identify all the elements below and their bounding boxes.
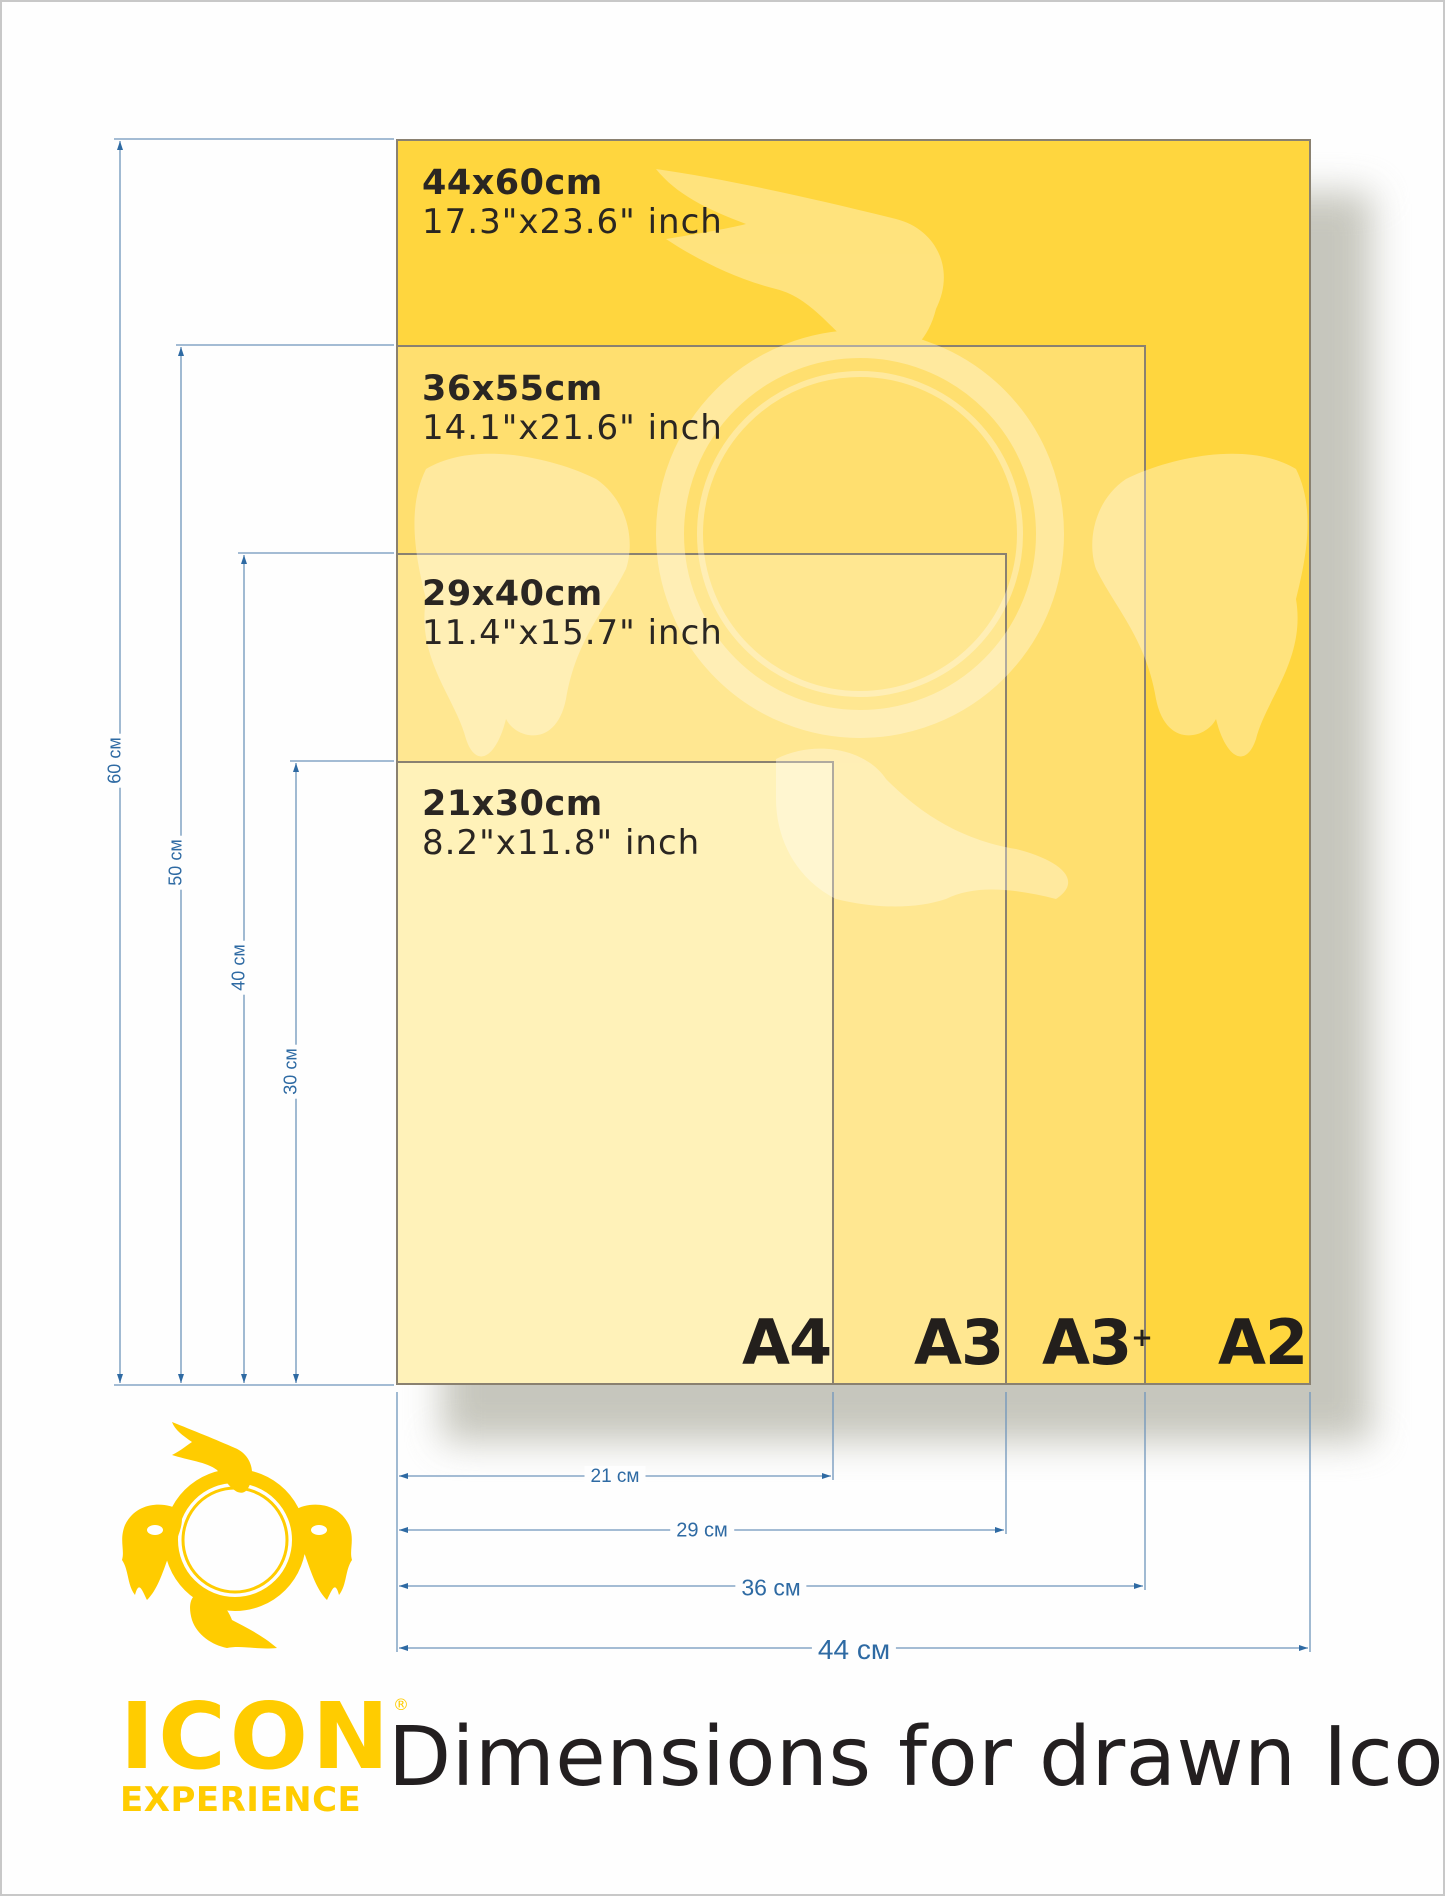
sheet-a4 [396, 761, 834, 1385]
page-title: Dimensions for drawn Icons [388, 1710, 1445, 1805]
a2-size-inch: 17.3"x23.6" inch [422, 202, 723, 242]
width-dim-29: 29 см [670, 1519, 734, 1543]
width-dim-36: 36 см [735, 1574, 807, 1602]
brand-sub: EXPERIENCE [120, 1780, 362, 1820]
watermark-logo-icon [414, 169, 1308, 907]
format-a3: A3 [914, 1306, 1004, 1379]
a3plus-size-inch: 14.1"x21.6" inch [422, 408, 723, 448]
a2-size-cm: 44x60cm [422, 163, 603, 203]
format-a3plus: A3+ [1042, 1306, 1153, 1379]
icon-experience-logo-icon [122, 1422, 352, 1649]
height-dim-30: 30 см [280, 1044, 302, 1099]
brand-name: ICON® [120, 1662, 413, 1783]
height-dim-50: 50 см [165, 835, 187, 890]
height-dim-60: 60 см [104, 733, 126, 788]
format-a2: A2 [1218, 1306, 1308, 1379]
a3-size-inch: 11.4"x15.7" inch [422, 613, 723, 653]
a3-size-cm: 29x40cm [422, 574, 603, 614]
height-dim-40: 40 см [228, 940, 250, 995]
format-a4: A4 [742, 1306, 832, 1379]
a4-size-inch: 8.2"x11.8" inch [422, 823, 701, 863]
brand-wordmark: ICON® EXPERIENCE [120, 1662, 413, 1821]
a3plus-size-cm: 36x55cm [422, 369, 603, 409]
width-dim-44: 44 см [811, 1634, 897, 1666]
a4-size-cm: 21x30cm [422, 784, 603, 824]
format-a3plus-sup: + [1131, 1323, 1153, 1353]
brand-name-text: ICON [120, 1683, 393, 1790]
format-a3plus-label: A3 [1042, 1306, 1132, 1379]
width-dim-21: 21 см [584, 1466, 646, 1488]
registered-mark: ® [392, 1695, 413, 1714]
